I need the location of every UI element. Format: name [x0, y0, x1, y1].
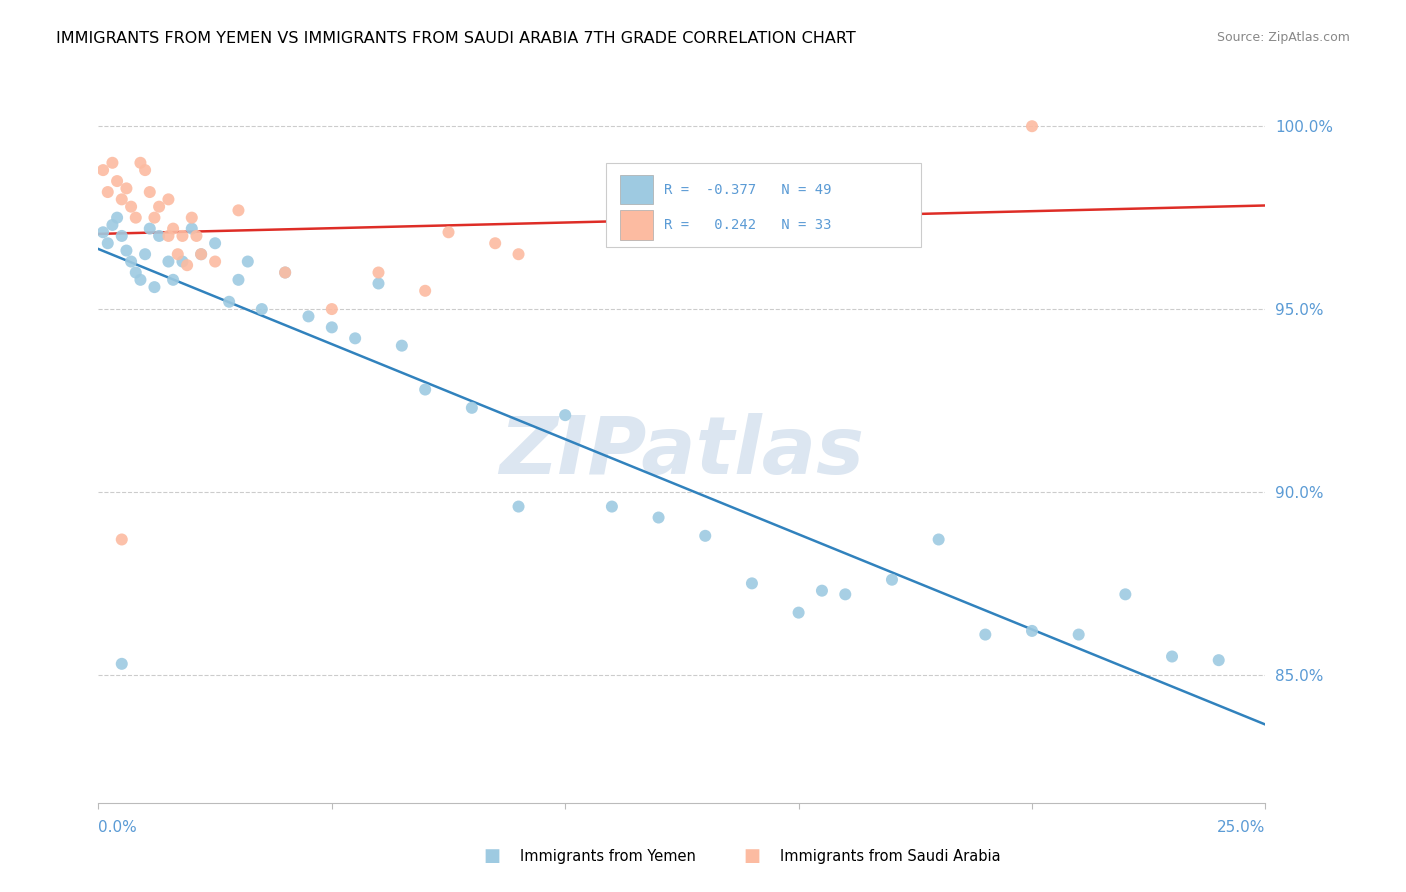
Point	[741, 576, 763, 591]
Point	[228, 273, 250, 287]
Point	[508, 247, 530, 261]
FancyBboxPatch shape	[606, 162, 921, 247]
Point	[91, 163, 114, 178]
Point	[172, 254, 194, 268]
Point	[1161, 649, 1184, 664]
Point	[321, 301, 343, 317]
Point	[120, 200, 142, 214]
Point	[129, 273, 152, 287]
Point	[274, 265, 297, 279]
Point	[1208, 653, 1230, 667]
Point	[120, 254, 142, 268]
Point	[97, 185, 120, 199]
Text: 0.0%: 0.0%	[98, 821, 138, 835]
Text: 25.0%: 25.0%	[1218, 821, 1265, 835]
Point	[437, 225, 460, 239]
Point	[139, 185, 162, 199]
Point	[91, 225, 114, 239]
Point	[190, 247, 212, 261]
Point	[1021, 119, 1043, 133]
Point	[148, 200, 170, 214]
Point	[218, 294, 240, 309]
Point	[880, 573, 903, 587]
Point	[974, 627, 997, 641]
Point	[148, 228, 170, 243]
Point	[508, 500, 530, 514]
Point	[157, 254, 180, 268]
Text: ■: ■	[484, 847, 501, 865]
Point	[274, 265, 297, 279]
Text: ■: ■	[744, 847, 761, 865]
Point	[101, 218, 124, 232]
Point	[134, 163, 156, 178]
Point	[647, 510, 669, 524]
Point	[554, 408, 576, 422]
Point	[111, 657, 134, 671]
Point	[157, 228, 180, 243]
Point	[600, 500, 623, 514]
Point	[413, 383, 436, 397]
Text: ZIPatlas: ZIPatlas	[499, 413, 865, 491]
Point	[367, 265, 389, 279]
FancyBboxPatch shape	[620, 175, 652, 204]
Text: Immigrants from Saudi Arabia: Immigrants from Saudi Arabia	[780, 849, 1001, 863]
Point	[176, 258, 198, 272]
Point	[228, 203, 250, 218]
Point	[1114, 587, 1136, 601]
Point	[204, 236, 226, 251]
Point	[143, 280, 166, 294]
Point	[1067, 627, 1090, 641]
Point	[134, 247, 156, 261]
Point	[115, 244, 138, 258]
Point	[180, 211, 202, 225]
Text: Immigrants from Yemen: Immigrants from Yemen	[520, 849, 696, 863]
Point	[391, 339, 413, 353]
Point	[787, 606, 810, 620]
Point	[105, 211, 128, 225]
Text: IMMIGRANTS FROM YEMEN VS IMMIGRANTS FROM SAUDI ARABIA 7TH GRADE CORRELATION CHAR: IMMIGRANTS FROM YEMEN VS IMMIGRANTS FROM…	[56, 31, 856, 46]
Point	[162, 273, 184, 287]
Point	[115, 181, 138, 195]
Point	[139, 221, 162, 235]
Text: Source: ZipAtlas.com: Source: ZipAtlas.com	[1216, 31, 1350, 45]
Point	[186, 228, 208, 243]
Point	[105, 174, 128, 188]
Point	[204, 254, 226, 268]
Point	[143, 211, 166, 225]
Point	[162, 221, 184, 235]
Point	[413, 284, 436, 298]
Point	[928, 533, 950, 547]
Point	[111, 533, 134, 547]
Point	[1021, 624, 1043, 638]
Text: R =   0.242   N = 33: R = 0.242 N = 33	[665, 218, 832, 232]
Point	[321, 320, 343, 334]
Point	[811, 583, 834, 598]
Point	[367, 277, 389, 291]
Point	[180, 221, 202, 235]
Point	[157, 193, 180, 207]
Point	[125, 265, 148, 279]
Point	[695, 529, 717, 543]
Point	[125, 211, 148, 225]
Point	[111, 228, 134, 243]
Point	[166, 247, 188, 261]
FancyBboxPatch shape	[620, 211, 652, 240]
Point	[101, 155, 124, 169]
Point	[484, 236, 506, 251]
Point	[344, 331, 367, 345]
Point	[461, 401, 484, 415]
Point	[172, 228, 194, 243]
Point	[834, 587, 856, 601]
Point	[129, 155, 152, 169]
Point	[97, 236, 120, 251]
Point	[297, 310, 319, 324]
Point	[111, 193, 134, 207]
Point	[236, 254, 259, 268]
Point	[190, 247, 212, 261]
Point	[250, 301, 273, 317]
Text: R =  -0.377   N = 49: R = -0.377 N = 49	[665, 183, 832, 197]
